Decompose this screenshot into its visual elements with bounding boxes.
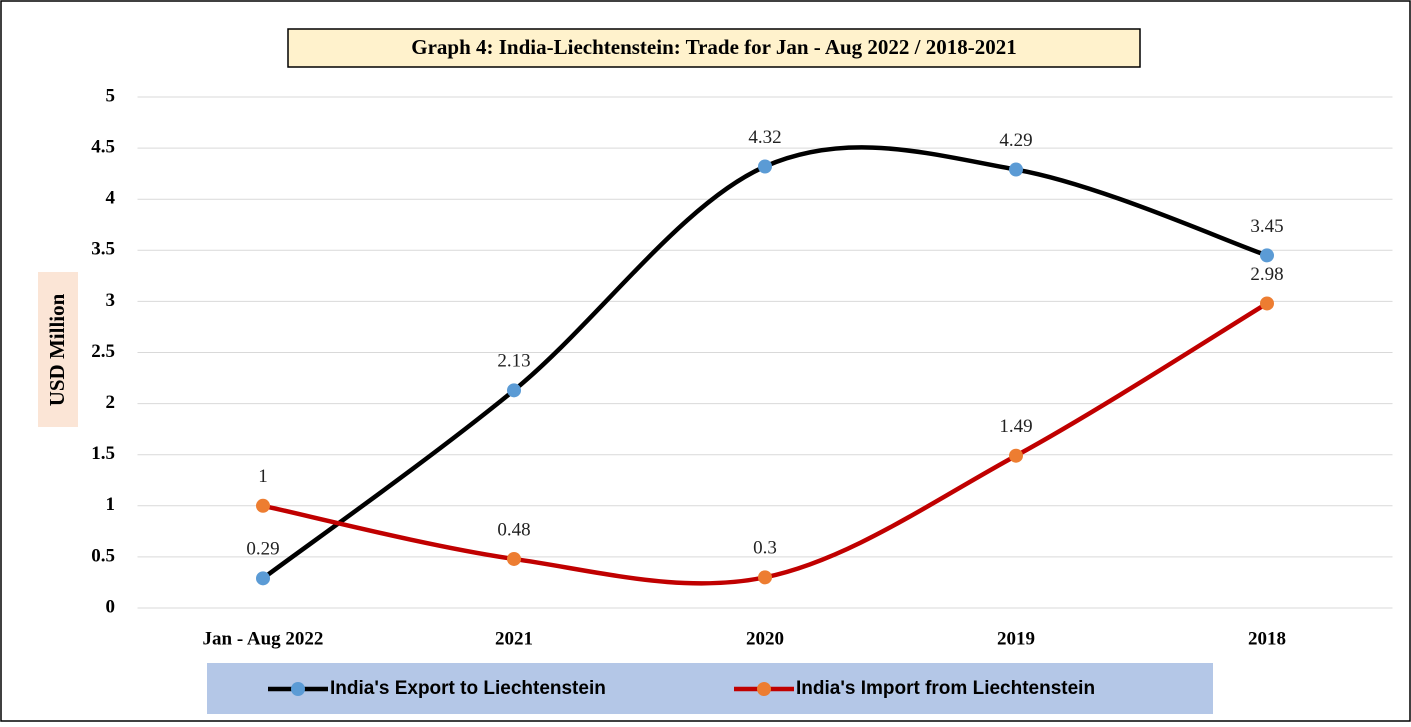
marker xyxy=(758,570,772,585)
y-tick-label: 2.5 xyxy=(91,341,115,362)
x-tick-label: Jan - Aug 2022 xyxy=(203,628,324,649)
legend-marker xyxy=(291,682,305,696)
data-label: 0.29 xyxy=(246,539,279,560)
y-label-box xyxy=(38,272,78,427)
y-tick-label: 0 xyxy=(106,596,116,617)
y-axis-label: USD Million xyxy=(45,293,69,406)
marker xyxy=(758,159,772,174)
data-label: 1.49 xyxy=(999,416,1032,437)
x-tick-label: 2019 xyxy=(997,628,1035,649)
legend-label: India's Import from Liechtenstein xyxy=(796,678,1095,699)
marker xyxy=(256,571,270,586)
data-label: 0.48 xyxy=(497,519,530,540)
y-tick-label: 4.5 xyxy=(91,136,115,157)
y-tick-label: 1.5 xyxy=(91,443,115,464)
x-tick-label: 2020 xyxy=(746,628,784,649)
marker xyxy=(1009,448,1023,463)
y-tick-label: 4 xyxy=(106,188,116,209)
data-label: 4.29 xyxy=(999,130,1032,151)
legend-box xyxy=(207,663,1213,714)
marker xyxy=(1009,162,1023,177)
x-tick-label: 2021 xyxy=(495,628,533,649)
title-box xyxy=(287,28,1141,68)
marker xyxy=(507,383,521,398)
y-tick-label: 3.5 xyxy=(91,239,115,260)
y-tick-label: 2 xyxy=(106,392,116,413)
data-label: 2.98 xyxy=(1250,264,1283,285)
marker xyxy=(256,498,270,513)
data-label: 4.32 xyxy=(748,127,781,148)
data-label: 2.13 xyxy=(497,351,530,372)
marker xyxy=(1260,248,1274,263)
chart-title: Graph 4: India-Liechtenstein: Trade for … xyxy=(411,35,1017,59)
y-tick-label: 1 xyxy=(106,494,116,515)
data-label: 3.45 xyxy=(1250,216,1283,237)
marker xyxy=(1260,296,1274,311)
y-tick-label: 3 xyxy=(106,290,116,311)
legend-marker xyxy=(757,682,771,696)
marker xyxy=(507,551,521,566)
x-tick-label: 2018 xyxy=(1248,628,1286,649)
legend-label: India's Export to Liechtenstein xyxy=(330,678,606,699)
data-label: 0.3 xyxy=(753,538,777,559)
y-tick-label: 0.5 xyxy=(91,545,115,566)
series-line xyxy=(260,145,1270,581)
y-tick-label: 5 xyxy=(106,85,116,106)
data-label: 1 xyxy=(258,466,268,487)
